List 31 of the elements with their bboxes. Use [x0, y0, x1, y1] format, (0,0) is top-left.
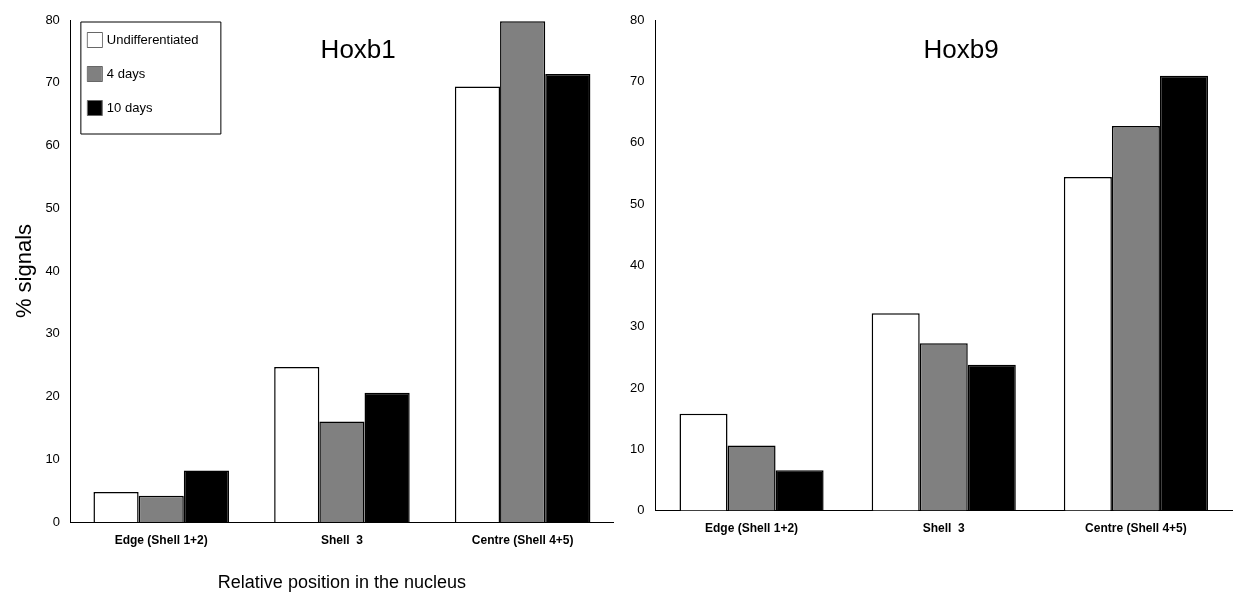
y-tick-label: 80: [45, 11, 60, 27]
y-tick-label: 60: [629, 134, 645, 150]
x-tick-label: Edge (Shell 1+2): [705, 521, 799, 536]
y-tick-label: 0: [637, 502, 645, 518]
x-tick-label: Centre (Shell 4+5): [471, 532, 574, 547]
y-tick-label: 30: [629, 318, 645, 334]
text: Hoxb1: [320, 34, 396, 65]
y-tick-label: 20: [45, 388, 60, 404]
y-tick-label: 40: [629, 256, 645, 272]
y-tick-label: 50: [45, 199, 60, 215]
y-tick-label: 60: [45, 137, 60, 153]
y-tick-label: 40: [45, 262, 60, 278]
text: Hoxb9: [923, 34, 999, 65]
y-tick-label: 30: [45, 325, 60, 341]
x-axis-title: Relative position in the nucleus: [217, 572, 467, 593]
y-tick-label: 50: [629, 195, 645, 211]
legend-label: Undifferentiated: [106, 31, 199, 47]
legend-label: 4 days: [106, 65, 146, 81]
legend-label: 10 days: [106, 99, 153, 115]
y-tick-label: 70: [629, 72, 645, 88]
y-tick-label: 10: [45, 450, 60, 466]
x-tick-label: Edge (Shell 1+2): [114, 532, 208, 547]
y-tick-label: 20: [629, 379, 645, 395]
x-tick-label: Centre (Shell 4+5): [1085, 521, 1187, 536]
x-tick-label: Shell 3: [320, 532, 364, 547]
y-tick-label: 10: [629, 440, 645, 456]
y-tick-label: 80: [629, 11, 645, 27]
y-tick-label: 0: [52, 513, 60, 529]
y-axis-title: % signals: [11, 223, 37, 319]
x-tick-label: Shell 3: [922, 521, 966, 536]
y-tick-label: 70: [45, 74, 60, 90]
